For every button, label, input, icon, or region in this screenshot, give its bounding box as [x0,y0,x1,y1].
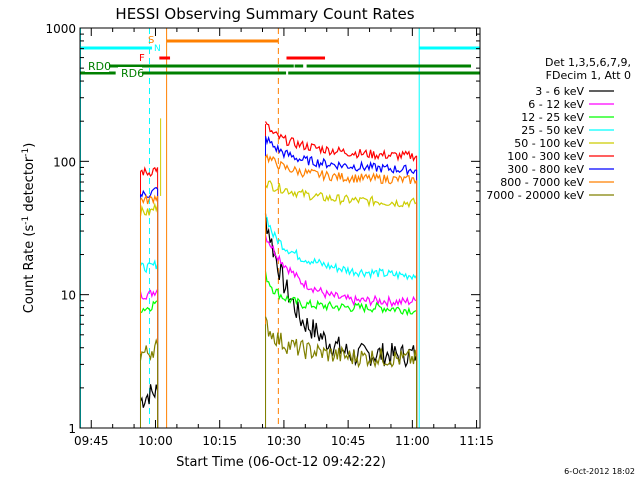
legend-label-8: 7000 - 20000 keV [486,189,584,202]
y-axis-label-end: ) [22,143,37,148]
y-axis-label-sup2: -1 [21,148,31,157]
series-line-1-seg1 [139,288,159,300]
series-line-4-seg2 [265,180,417,209]
y-axis-label: Count Rate (s-1 detector-1) [21,143,37,314]
x-axis-label: Start Time (06-Oct-12 09:42:22) [176,455,386,470]
series-line-7-seg1 [140,194,159,205]
legend-label-5: 100 - 300 keV [507,150,584,163]
series-line-5-seg2 [264,121,418,163]
legend: Det 1,3,5,6,7,9, FDecim 1, Att 0 3 - 6 k… [486,56,631,202]
series-line-6-seg1 [140,186,159,198]
legend-header-2: FDecim 1, Att 0 [546,69,631,82]
series-line-1-seg2 [264,235,417,308]
series-line-3-seg2 [265,215,418,281]
legend-label-0: 3 - 6 keV [535,85,584,98]
series-line-2-seg1 [140,300,158,314]
x-tick-label-5: 11:00 [395,434,430,448]
series-line-8-seg2 [264,316,418,369]
flag-label-n: N [154,44,161,54]
x-tick-label-0: 09:45 [74,434,109,448]
y-axis-label-mid: detector [22,156,37,216]
series-line-5-seg1 [140,166,159,178]
legend-header-1: Det 1,3,5,6,7,9, [545,56,631,69]
status-label-bg-0 [85,60,109,72]
x-tick-label-3: 10:30 [267,434,302,448]
series-line-3-seg1 [139,259,159,274]
series-line-8-seg1 [139,338,159,362]
x-tick-label-1: 10:00 [138,434,173,448]
status-label-rd6: RD6 [121,67,144,80]
legend-label-6: 300 - 800 keV [507,163,584,176]
series-line-7-seg2 [264,153,418,185]
footer-timestamp: 6-Oct-2012 18:02 [564,467,635,476]
series-line-0-seg1 [139,384,159,408]
y-axis-label-sup1: -1 [21,216,31,225]
status-label-rd0: RD0 [88,60,111,73]
y-axis-label-main: Count Rate (s [22,225,37,314]
y-tick-label-1: 10 [61,289,76,303]
chart-title: HESSI Observing Summary Count Rates [115,5,414,23]
y-tick-label-3: 1000 [45,22,76,36]
y-tick-label-0: 1 [68,422,76,436]
x-tick-label-4: 10:45 [331,434,366,448]
series-line-4-seg1 [139,202,159,217]
flag-label-s: S [148,35,154,46]
y-tick-label-2: 100 [53,155,76,169]
x-tick-label-2: 10:15 [202,434,237,448]
legend-label-7: 800 - 7000 keV [500,176,584,189]
legend-label-3: 25 - 50 keV [521,124,584,137]
plot-frame [79,27,481,429]
status-label-bg-1 [118,67,142,79]
x-tick-label-6: 11:15 [459,434,494,448]
legend-label-4: 50 - 100 keV [514,137,584,150]
legend-label-2: 12 - 25 keV [521,111,584,124]
legend-label-1: 6 - 12 keV [528,98,584,111]
series-line-2-seg2 [264,271,417,317]
flag-label-f: F [139,53,145,64]
series-line-6-seg2 [264,135,417,177]
